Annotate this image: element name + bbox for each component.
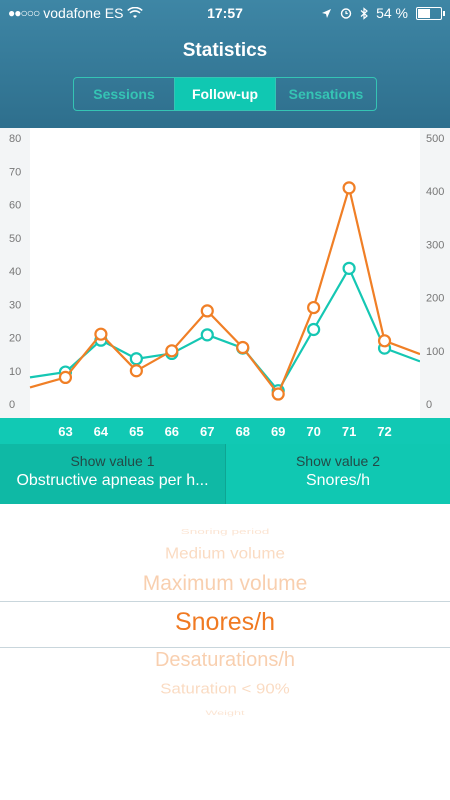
- y-left-tick-label: 40: [9, 266, 21, 278]
- x-tick-label: 66: [164, 424, 180, 439]
- show-value-1-value: Obstructive apneas per h...: [16, 472, 209, 489]
- y-left-tick-label: 60: [9, 200, 21, 212]
- data-point[interactable]: [94, 327, 108, 341]
- picker-option-selected[interactable]: Snores/h: [174, 608, 276, 636]
- battery-percent: 54 %: [376, 5, 408, 21]
- x-tick-label: 64: [93, 424, 109, 439]
- y-left-tick-label: 30: [9, 299, 21, 311]
- y-right-tick-label: 300: [426, 239, 444, 251]
- y-right-tick-label: 400: [426, 186, 444, 198]
- data-point[interactable]: [377, 334, 392, 348]
- show-value-1-label: Show value 1: [70, 453, 155, 469]
- data-point[interactable]: [342, 261, 356, 275]
- data-point[interactable]: [129, 352, 143, 366]
- tab-sensations[interactable]: Sensations: [288, 86, 364, 102]
- status-time: 17:57: [207, 5, 243, 21]
- data-point[interactable]: [129, 364, 143, 378]
- data-point[interactable]: [307, 322, 321, 337]
- y-right-tick-label: 100: [426, 346, 444, 358]
- series-line: [29, 265, 420, 393]
- show-value-2-button[interactable]: Show value 2 Snores/h: [225, 444, 450, 504]
- bluetooth-icon: [360, 6, 368, 20]
- show-value-2-label: Show value 2: [295, 453, 381, 469]
- y-left-tick-label: 70: [9, 166, 21, 178]
- follow-up-chart: 80 70 60 50 40 30 20 10 0 500 400 300 200 100 0: [0, 128, 450, 418]
- y-left-tick-label: 0: [9, 399, 15, 411]
- x-axis-bar: 63 64 65 66 67 68 69 70 71 72: [0, 418, 450, 444]
- wifi-icon: [127, 7, 144, 18]
- location-arrow-icon: [322, 8, 332, 18]
- tab-sessions[interactable]: Sessions: [74, 78, 175, 110]
- series-group: [29, 181, 420, 401]
- segmented-control: Sessions Follow-up Sensations: [73, 77, 377, 111]
- data-point[interactable]: [271, 387, 285, 401]
- signal-dots-icon: ●●○○○: [8, 6, 40, 20]
- show-value-2-value: Snores/h: [305, 472, 371, 489]
- x-tick-label: 67: [200, 424, 215, 439]
- y-right-tick-label: 200: [426, 293, 444, 305]
- picker-option[interactable]: Desaturations/h: [154, 649, 296, 671]
- show-value-1-button[interactable]: Show value 1 Obstructive apneas per h...: [0, 444, 225, 504]
- y-left-tick-label: 10: [9, 366, 21, 378]
- series-line: [29, 183, 420, 397]
- picker-option[interactable]: Weight: [205, 709, 245, 717]
- data-point[interactable]: [165, 344, 179, 358]
- app-header: ●●○○○ vodafone ES 17:57 54 % Statistic: [0, 0, 450, 128]
- picker-option[interactable]: Maximum volume: [142, 572, 308, 595]
- alarm-icon: [340, 8, 352, 19]
- y-right-tick-label: 0: [426, 399, 432, 411]
- picker-option[interactable]: Snoring period: [180, 527, 270, 536]
- left-axis-panel: [0, 128, 30, 418]
- picker-option[interactable]: Saturation < 90%: [160, 681, 290, 698]
- x-tick-label: 65: [129, 424, 144, 439]
- x-tick-label: 63: [58, 424, 73, 439]
- y-left-tick-label: 80: [9, 133, 21, 145]
- page-title: Statistics: [182, 40, 268, 61]
- x-tick-label: 70: [306, 424, 321, 439]
- x-tick-label: 68: [235, 424, 250, 439]
- y-left-tick-label: 20: [9, 333, 21, 345]
- data-point[interactable]: [58, 370, 73, 384]
- data-point[interactable]: [307, 300, 321, 315]
- x-tick-label: 72: [377, 424, 392, 439]
- data-point[interactable]: [200, 304, 214, 318]
- x-tick-label: 69: [270, 424, 286, 439]
- picker-selection-bottom-line: [0, 647, 450, 648]
- data-point[interactable]: [236, 340, 250, 355]
- picker-option[interactable]: Medium volume: [165, 545, 285, 563]
- value-picker[interactable]: Snoring period Medium volume Maximum volum…: [0, 510, 450, 750]
- picker-selection-top-line: [0, 601, 450, 602]
- data-point[interactable]: [342, 181, 356, 195]
- x-tick-label: 71: [341, 424, 357, 439]
- y-left-tick-label: 50: [9, 233, 21, 245]
- y-right-tick-label: 500: [426, 133, 444, 145]
- tab-follow-up[interactable]: Follow-up: [175, 78, 276, 110]
- battery-icon: [416, 6, 445, 20]
- carrier-name: vodafone ES: [43, 5, 124, 21]
- status-bar: ●●○○○ vodafone ES 17:57 54 %: [0, 0, 450, 26]
- right-axis-panel: [420, 128, 450, 418]
- data-point[interactable]: [200, 328, 214, 342]
